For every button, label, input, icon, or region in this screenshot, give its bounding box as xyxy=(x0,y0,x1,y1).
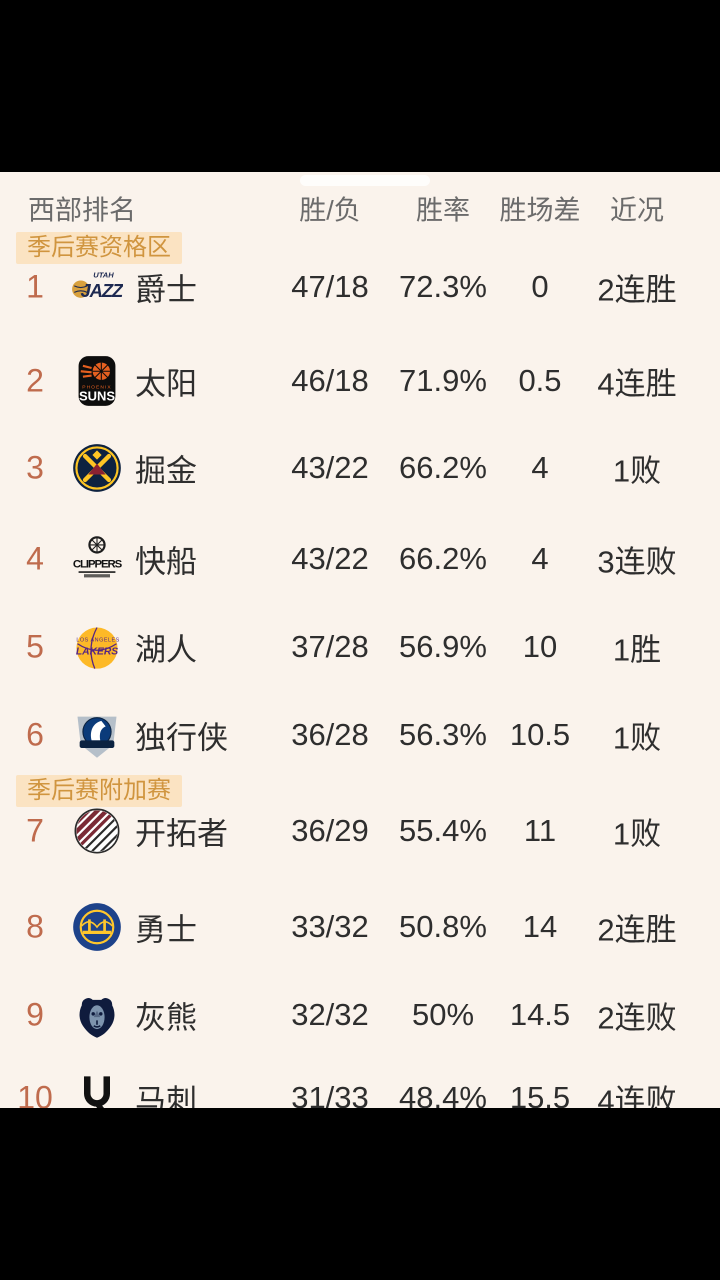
table-row[interactable]: 2 PHOENIX SUNS 太阳 46/18 71.9% 0.5 4连胜 xyxy=(0,337,720,425)
svg-text:PHOENIX: PHOENIX xyxy=(82,385,111,391)
team-name: 灰熊 xyxy=(135,1000,197,1036)
sheet-drag-handle[interactable] xyxy=(300,175,430,186)
rank-number: 3 xyxy=(26,449,44,486)
recent-form: 1败 xyxy=(612,453,662,489)
win-pct: 66.2% xyxy=(399,450,487,485)
win-pct: 66.2% xyxy=(399,541,487,576)
games-behind: 0 xyxy=(531,269,549,304)
team-name: 太阳 xyxy=(135,366,197,402)
grizzlies-logo xyxy=(71,989,123,1041)
svg-text:LAKERS: LAKERS xyxy=(76,647,118,658)
team-name: 爵士 xyxy=(135,272,197,308)
wins-losses: 33/32 xyxy=(291,909,369,944)
table-row[interactable]: 8 勇士 33/32 50.8% 14 2连胜 xyxy=(0,883,720,971)
mavericks-logo xyxy=(71,709,123,761)
wins-losses: 32/32 xyxy=(291,997,369,1032)
win-pct: 50% xyxy=(411,997,475,1032)
svg-text:SUNS: SUNS xyxy=(79,389,115,404)
games-behind: 11 xyxy=(523,813,557,848)
games-behind: 14.5 xyxy=(509,997,571,1032)
jazz-logo: UTAH JAZZ xyxy=(71,261,123,313)
header-recent-form: 近况 xyxy=(610,195,664,226)
win-pct: 50.8% xyxy=(399,909,487,944)
games-behind: 4 xyxy=(531,541,549,576)
svg-text:JAZZ: JAZZ xyxy=(80,280,123,301)
team-name: 湖人 xyxy=(135,632,197,668)
clippers-logo: CLIPPERS xyxy=(71,533,123,585)
wins-losses: 36/28 xyxy=(291,717,369,752)
section-playoff-zone: 季后赛资格区 xyxy=(16,232,182,264)
win-pct: 55.4% xyxy=(399,813,487,848)
rank-number: 4 xyxy=(26,540,44,577)
wins-losses: 46/18 xyxy=(291,363,369,398)
games-behind: 10.5 xyxy=(509,717,571,752)
standings-sheet: 西部排名 胜/负 胜率 胜场差 近况 季后赛资格区 1 UTAH JAZZ 爵士… xyxy=(0,172,720,1280)
rank-number: 9 xyxy=(26,996,44,1033)
table-row[interactable]: 5 LOS ANGELES LAKERS 湖人 37/28 56.9% 10 1… xyxy=(0,603,720,691)
rank-number: 8 xyxy=(26,908,44,945)
table-row[interactable]: 3 掘金 43/22 66.2% 4 1败 xyxy=(0,424,720,512)
top-letterbox-bar xyxy=(0,0,720,172)
bottom-letterbox-bar xyxy=(0,1108,720,1280)
wins-losses: 43/22 xyxy=(291,541,369,576)
recent-form: 1败 xyxy=(612,720,662,756)
recent-form: 1胜 xyxy=(612,632,662,668)
section-play-in: 季后赛附加赛 xyxy=(16,775,182,807)
rank-number: 6 xyxy=(26,716,44,753)
table-header-row: 西部排名 胜/负 胜率 胜场差 近况 xyxy=(0,172,720,244)
svg-text:CLIPPERS: CLIPPERS xyxy=(73,559,123,571)
recent-form: 3连败 xyxy=(597,544,677,580)
games-behind: 0.5 xyxy=(518,363,562,398)
recent-form: 2连胜 xyxy=(597,272,677,308)
rank-number: 5 xyxy=(26,628,44,665)
table-row[interactable]: 1 UTAH JAZZ 爵士 47/18 72.3% 0 2连胜 xyxy=(0,243,720,331)
rank-number: 2 xyxy=(26,362,44,399)
recent-form: 2连败 xyxy=(597,1000,677,1036)
wins-losses: 37/28 xyxy=(291,629,369,664)
suns-logo: PHOENIX SUNS xyxy=(71,355,123,407)
team-name: 开拓者 xyxy=(135,816,228,852)
recent-form: 1败 xyxy=(612,816,662,852)
team-name: 掘金 xyxy=(135,453,197,489)
rank-number: 1 xyxy=(26,268,44,305)
nuggets-logo xyxy=(71,442,123,494)
svg-text:UTAH: UTAH xyxy=(93,270,114,279)
recent-form: 4连胜 xyxy=(597,366,677,402)
lakers-logo: LOS ANGELES LAKERS xyxy=(71,621,123,673)
recent-form: 2连胜 xyxy=(597,912,677,948)
warriors-logo xyxy=(71,901,123,953)
team-name: 勇士 xyxy=(135,912,197,948)
wins-losses: 43/22 xyxy=(291,450,369,485)
header-west-ranking: 西部排名 xyxy=(28,195,136,226)
table-row[interactable]: 7 开拓者 36/29 55.4% 11 1败 xyxy=(0,787,720,875)
header-games-behind: 胜场差 xyxy=(499,195,581,226)
win-pct: 56.3% xyxy=(399,717,487,752)
games-behind: 10 xyxy=(522,629,558,664)
header-win-pct: 胜率 xyxy=(416,195,470,226)
table-row[interactable]: 9 灰熊 32/32 50% 14.5 2连败 xyxy=(0,971,720,1059)
win-pct: 56.9% xyxy=(399,629,487,664)
games-behind: 4 xyxy=(531,450,549,485)
games-behind: 14 xyxy=(522,909,558,944)
header-win-loss: 胜/负 xyxy=(299,195,361,226)
team-name: 快船 xyxy=(135,544,197,580)
trail-blazers-logo xyxy=(71,805,123,857)
wins-losses: 36/29 xyxy=(291,813,369,848)
win-pct: 72.3% xyxy=(399,269,487,304)
wins-losses: 47/18 xyxy=(291,269,369,304)
table-row[interactable]: 6 独行侠 36/28 56.3% 10.5 1败 xyxy=(0,691,720,779)
svg-text:LOS ANGELES: LOS ANGELES xyxy=(76,638,120,644)
table-row[interactable]: 4 CLIPPERS 快船 43/22 66.2% 4 3连败 xyxy=(0,515,720,603)
rank-number: 7 xyxy=(26,812,44,849)
win-pct: 71.9% xyxy=(399,363,487,398)
team-name: 独行侠 xyxy=(135,720,228,756)
